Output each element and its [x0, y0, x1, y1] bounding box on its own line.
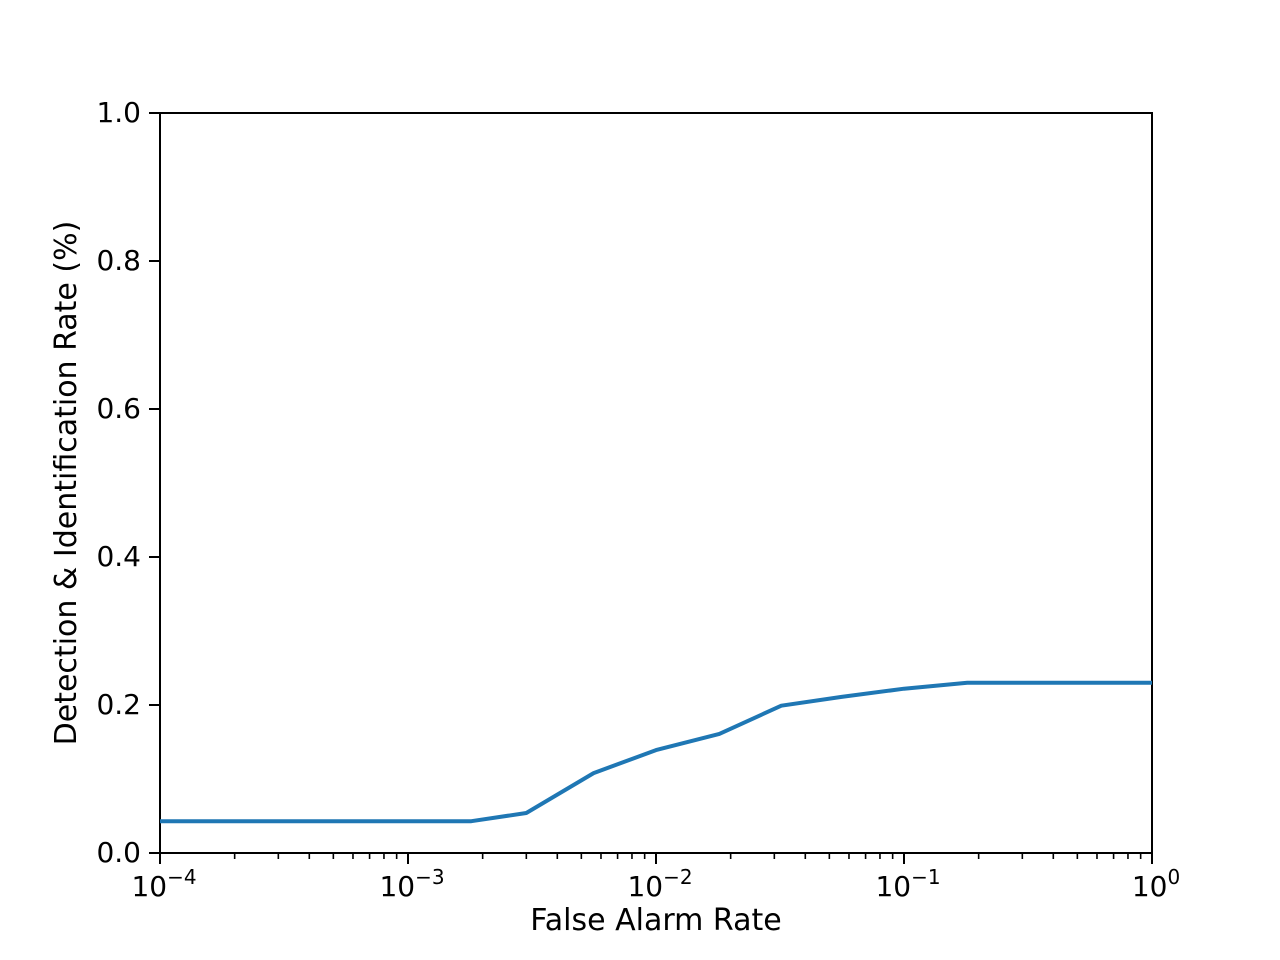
x-tick-label: 10−3 [379, 865, 444, 903]
y-tick-label: 0.6 [96, 392, 141, 425]
y-tick-label: 0.0 [96, 836, 141, 869]
y-tick-label: 0.8 [96, 244, 141, 277]
x-tick-label: 10−1 [875, 865, 940, 903]
y-tick-label: 0.2 [96, 688, 141, 721]
y-tick-label: 1.0 [96, 96, 141, 129]
series-line-0 [160, 680, 1152, 824]
x-axis-label: False Alarm Rate [530, 903, 782, 938]
x-tick-label: 10−4 [131, 865, 196, 903]
x-tick-label: 10−2 [627, 865, 692, 903]
y-tick-label: 0.4 [96, 540, 141, 573]
y-axis-label: Detection & Identification Rate (%) [49, 220, 84, 746]
x-tick-label: 100 [1132, 865, 1180, 903]
axes-frame [159, 112, 1153, 854]
